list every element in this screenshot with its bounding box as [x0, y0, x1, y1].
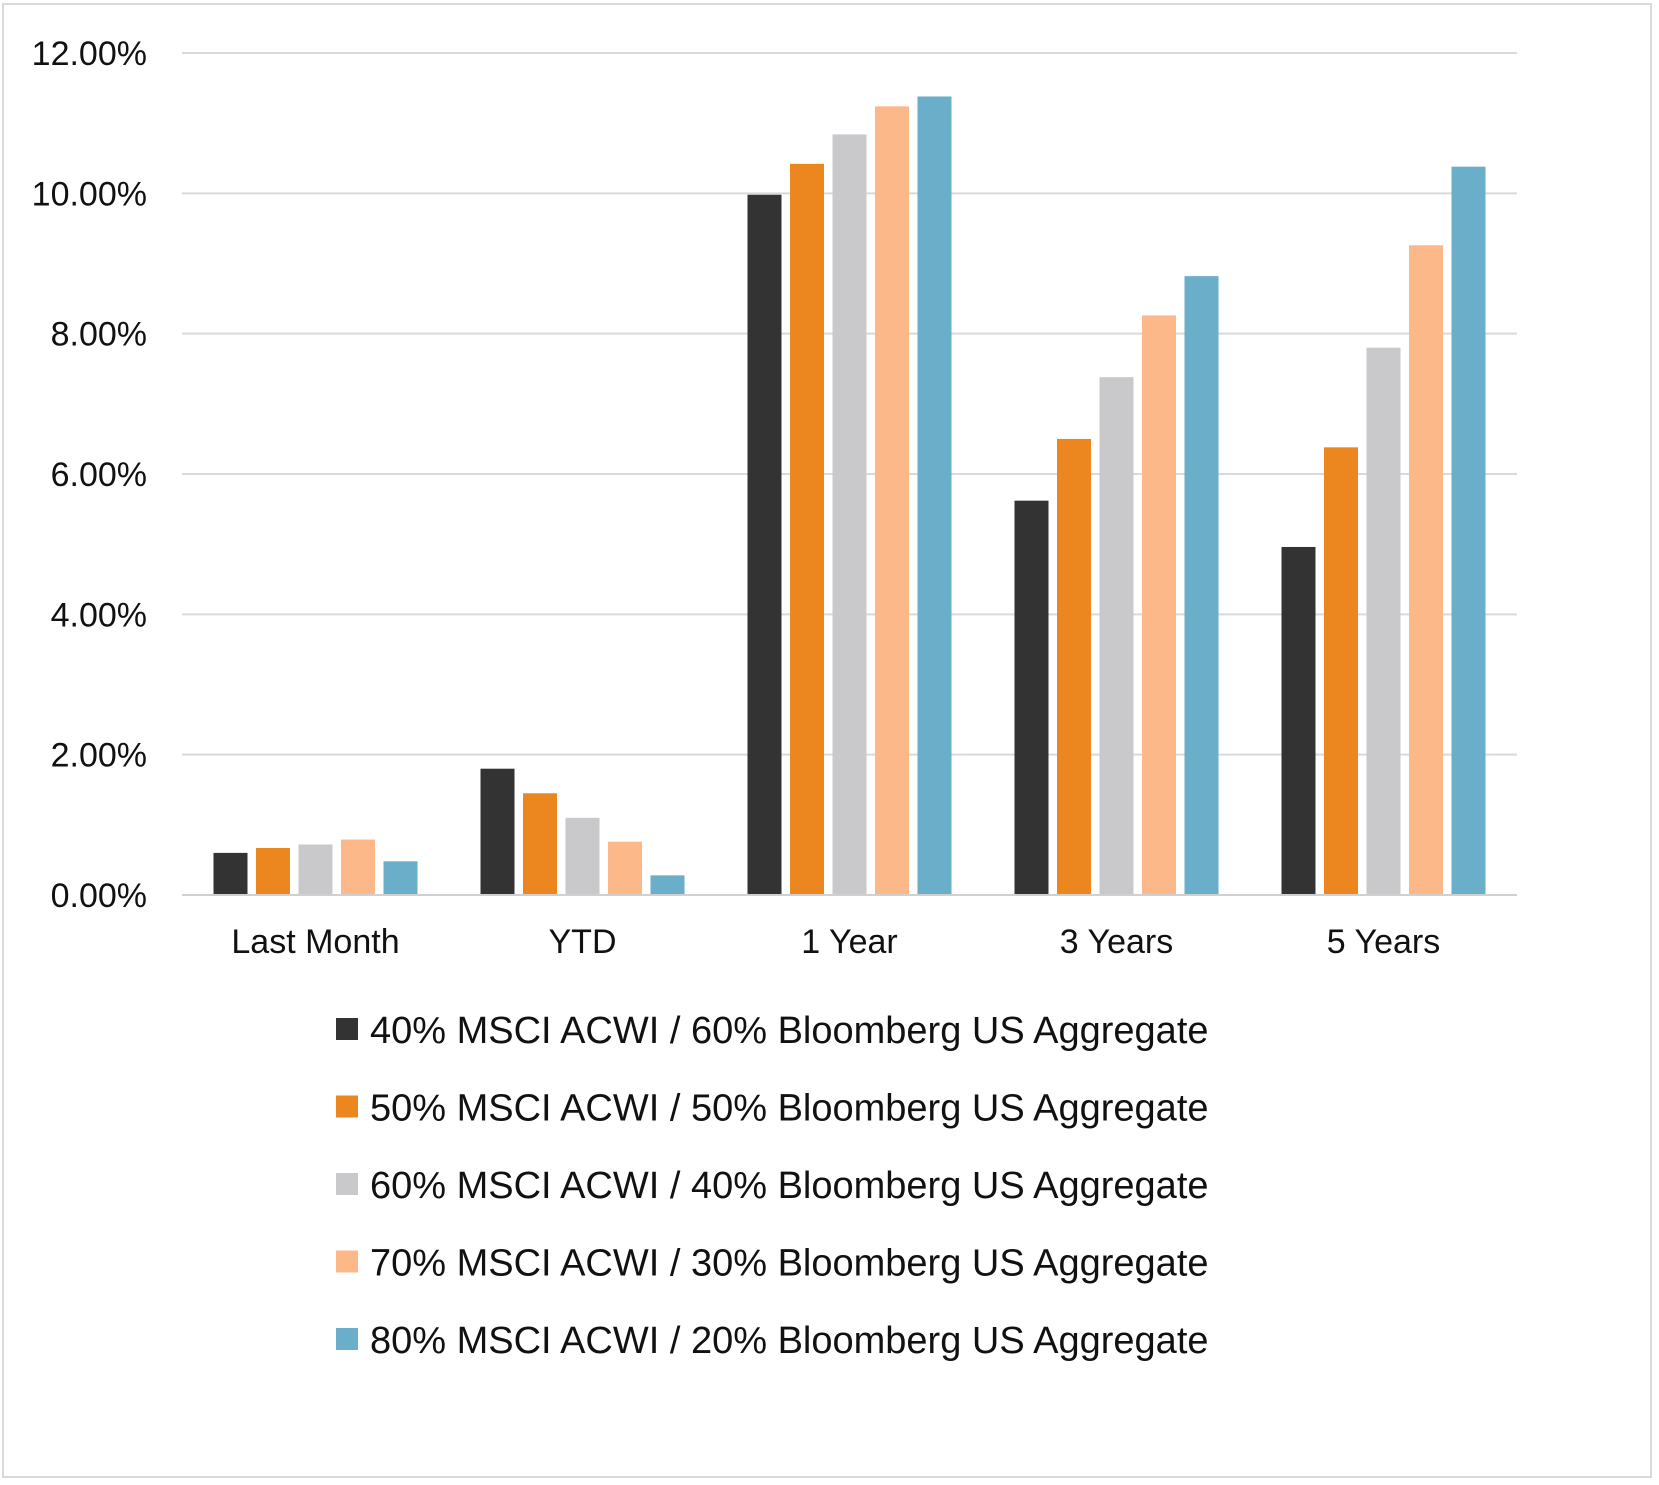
legend-item: 70% MSCI ACWI / 30% Bloomberg US Aggrega…: [336, 1243, 1209, 1285]
bar: [608, 841, 642, 895]
y-tick-label: 8.00%: [51, 316, 147, 354]
legend-item: 40% MSCI ACWI / 60% Bloomberg US Aggrega…: [336, 1010, 1209, 1052]
bar: [480, 768, 515, 895]
legend-swatch: [336, 1095, 358, 1118]
bar: [213, 852, 248, 895]
y-tick-label: 12.00%: [32, 35, 147, 73]
legend-label: 50% MSCI ACWI / 50% Bloomberg US Aggrega…: [370, 1088, 1209, 1130]
legend-swatch: [336, 1173, 358, 1195]
bar: [1451, 166, 1486, 896]
legend-swatch: [336, 1328, 358, 1350]
legend-swatch: [336, 1250, 358, 1273]
legend-label: 70% MSCI ACWI / 30% Bloomberg US Aggrega…: [370, 1243, 1209, 1285]
bar: [1057, 438, 1091, 895]
x-axis-category-labels: Last Month YTD 1 Year 3 Years 5 Years: [231, 923, 1440, 961]
bar: [1142, 315, 1176, 895]
bar: [383, 861, 418, 895]
x-tick-label: 1 Year: [801, 923, 897, 961]
y-tick-label: 6.00%: [51, 456, 147, 494]
legend-label: 40% MSCI ACWI / 60% Bloomberg US Aggrega…: [370, 1010, 1209, 1052]
y-tick-label: 0.00%: [51, 877, 147, 915]
bar: [1184, 276, 1219, 895]
bars: [213, 96, 1486, 896]
bar: [747, 194, 782, 895]
bar: [790, 163, 824, 895]
bar: [1409, 245, 1443, 896]
bar: [917, 96, 952, 895]
legend-item: 80% MSCI ACWI / 20% Bloomberg US Aggrega…: [336, 1320, 1209, 1362]
bar: [832, 134, 867, 896]
legend: 40% MSCI ACWI / 60% Bloomberg US Aggrega…: [336, 1010, 1209, 1362]
bar: [298, 844, 333, 895]
bar: [650, 875, 685, 895]
x-tick-label: 3 Years: [1060, 923, 1173, 961]
x-tick-label: 5 Years: [1327, 923, 1440, 961]
bar: [256, 847, 290, 895]
y-tick-label: 2.00%: [51, 737, 147, 775]
legend-label: 60% MSCI ACWI / 40% Bloomberg US Aggrega…: [370, 1165, 1209, 1207]
legend-label: 80% MSCI ACWI / 20% Bloomberg US Aggrega…: [370, 1320, 1209, 1362]
bar: [1324, 447, 1358, 895]
y-tick-label: 10.00%: [32, 175, 147, 213]
chart-frame: 0.00% 2.00% 4.00% 6.00% 8.00% 10.00% 12.00% La…: [2, 3, 1652, 1478]
bar: [1014, 500, 1049, 895]
x-tick-label: Last Month: [231, 923, 399, 961]
y-axis-tick-labels: 0.00% 2.00% 4.00% 6.00% 8.00% 10.00% 12.00%: [32, 35, 147, 915]
bar: [523, 793, 557, 895]
legend-swatch: [336, 1018, 358, 1040]
bar-chart: 0.00% 2.00% 4.00% 6.00% 8.00% 10.00% 12.00% La…: [32, 35, 1517, 1362]
bar: [565, 817, 600, 895]
bar: [1281, 546, 1316, 895]
legend-item: 60% MSCI ACWI / 40% Bloomberg US Aggrega…: [336, 1165, 1209, 1207]
legend-item: 50% MSCI ACWI / 50% Bloomberg US Aggrega…: [336, 1088, 1209, 1130]
bar: [341, 839, 375, 895]
bar: [1366, 347, 1401, 895]
y-tick-label: 4.00%: [51, 596, 147, 634]
bar: [1099, 377, 1134, 895]
bar: [875, 106, 909, 896]
x-tick-label: YTD: [549, 923, 617, 961]
